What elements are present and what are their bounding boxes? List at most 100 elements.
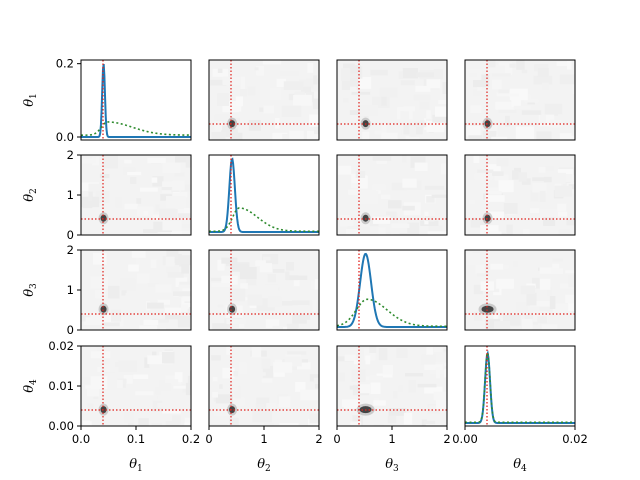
texture-block — [529, 208, 540, 214]
texture-block — [222, 76, 242, 85]
texture-block — [540, 278, 551, 290]
texture-block — [81, 196, 100, 208]
texture-block — [502, 264, 509, 269]
texture-block — [542, 82, 549, 90]
xtick-label: 1 — [388, 432, 395, 446]
texture-block — [180, 304, 188, 313]
texture-block — [214, 409, 234, 416]
texture-block — [149, 362, 164, 368]
texture-block — [544, 103, 563, 116]
texture-block — [128, 420, 134, 426]
texture-block — [530, 92, 543, 100]
texture-block — [523, 229, 530, 235]
texture-block — [381, 96, 387, 106]
texture-block — [496, 158, 509, 167]
ytick-label: 2 — [67, 243, 74, 257]
texture-block — [266, 403, 276, 409]
texture-block — [404, 137, 420, 140]
texture-block — [540, 114, 546, 125]
texture-block — [261, 358, 271, 369]
texture-block — [392, 391, 398, 399]
texture-block — [414, 121, 427, 128]
texture-block — [120, 382, 126, 388]
texture-block — [118, 360, 137, 372]
texture-block — [147, 302, 164, 309]
texture-block — [359, 384, 371, 394]
texture-block — [468, 200, 475, 205]
texture-block — [131, 250, 146, 258]
texture-block — [175, 255, 191, 266]
texture-block — [498, 109, 517, 114]
texture-block — [272, 268, 285, 273]
texture-block — [172, 415, 181, 425]
texture-block — [374, 130, 385, 135]
texture-block — [189, 317, 191, 329]
texture-block — [444, 187, 447, 193]
texture-block — [318, 309, 319, 317]
texture-block — [402, 68, 418, 79]
texture-block — [177, 315, 191, 328]
texture-block — [432, 114, 447, 123]
texture-block — [465, 252, 480, 266]
texture-block — [239, 320, 245, 330]
texture-block — [378, 347, 388, 361]
ytick-label: 0.00 — [48, 419, 74, 433]
texture-block — [495, 101, 516, 110]
texture-block — [402, 178, 417, 188]
texture-block — [509, 63, 516, 68]
texture-block — [151, 177, 158, 183]
texture-block — [403, 106, 415, 112]
texture-block — [529, 301, 550, 307]
texture-block — [255, 402, 275, 413]
texture-block — [498, 180, 514, 193]
texture-block — [231, 117, 241, 127]
panel-frame — [80, 249, 192, 331]
x-axis-label: θ4 — [513, 457, 527, 474]
texture-block — [497, 120, 512, 124]
xtick-label: 2 — [315, 432, 322, 446]
texture-block — [239, 267, 257, 280]
x-axis-label: θ1 — [129, 457, 143, 474]
texture-block — [299, 359, 309, 363]
posterior-blob — [362, 214, 369, 222]
texture-block — [151, 318, 169, 323]
texture-block — [95, 289, 106, 299]
texture-block — [277, 301, 293, 306]
texture-block — [157, 402, 166, 408]
texture-block — [370, 69, 388, 76]
prior-density-3 — [337, 298, 447, 328]
texture-block — [142, 346, 163, 352]
texture-block — [496, 278, 514, 289]
texture-block — [187, 375, 191, 384]
texture-block — [151, 395, 158, 400]
texture-block — [442, 82, 447, 94]
texture-block — [515, 302, 528, 312]
texture-block — [222, 384, 239, 391]
texture-block — [423, 420, 436, 426]
texture-block — [373, 424, 384, 426]
texture-block — [512, 170, 519, 180]
texture-block — [155, 386, 161, 395]
texture-block — [121, 290, 126, 296]
texture-block — [264, 423, 274, 426]
texture-block — [338, 165, 352, 175]
texture-block — [143, 229, 158, 233]
texture-block — [116, 379, 123, 389]
texture-block — [309, 114, 319, 127]
texture-block — [147, 355, 165, 365]
texture-block — [349, 204, 369, 218]
texture-block — [147, 157, 166, 164]
texture-block — [538, 167, 546, 173]
texture-block — [520, 285, 535, 295]
texture-block — [431, 194, 447, 198]
texture-block — [419, 101, 430, 110]
texture-block — [222, 101, 242, 113]
texture-block — [279, 423, 299, 426]
texture-block — [103, 364, 111, 372]
texture-block — [159, 328, 167, 330]
x-axis-label-sub: 2 — [265, 464, 271, 474]
panel-frame — [80, 59, 192, 141]
posterior-density-4 — [465, 350, 575, 424]
texture-block — [217, 93, 229, 107]
panel-frame — [208, 59, 320, 141]
